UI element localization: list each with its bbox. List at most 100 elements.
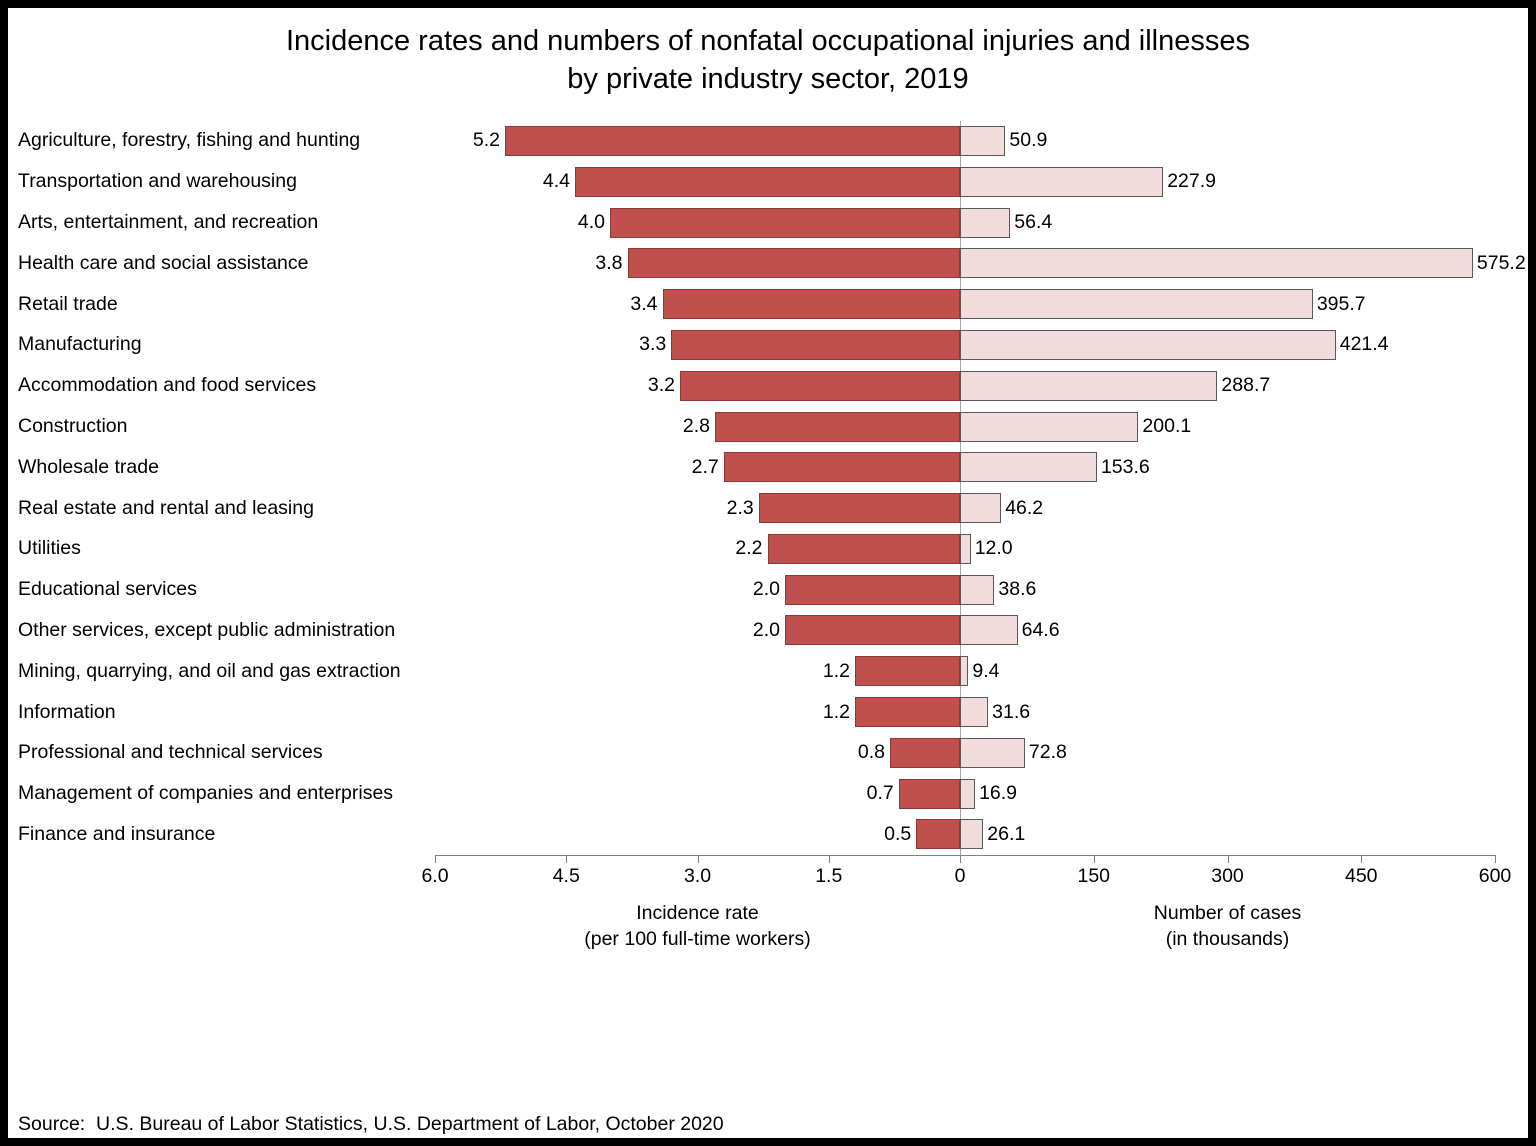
rate-bar [627,248,960,279]
axis-tick-label: 0 [954,864,966,887]
chart-row: Professional and technical services 0.8 72… [18,732,1528,773]
rate-bar [671,329,960,360]
cases-bar [960,329,1336,360]
source-note: Source: U.S. Bureau of Labor Statistics,… [18,1113,724,1135]
rate-bar-area: 0.7 [435,773,960,814]
cases-bar-area: 50.9 [960,121,1495,162]
chart-row: Information 1.2 31.6 [18,692,1528,733]
category-label: Educational services [18,578,197,601]
cases-bar [960,289,1313,320]
cases-bar-area: 227.9 [960,161,1495,202]
axis-tick-mark [1495,855,1496,863]
rate-value: 4.4 [542,170,570,193]
axis-tick-label: 600 [1478,864,1512,887]
rate-bar-area: 1.2 [435,651,960,692]
cases-bar-area: 153.6 [960,447,1495,488]
rate-value: 0.5 [884,822,912,845]
cases-value: 31.6 [992,700,1031,723]
rate-bar [785,574,960,605]
cases-bar-area: 38.6 [960,569,1495,610]
cases-bar-area: 16.9 [960,773,1495,814]
cases-value: 16.9 [979,782,1018,805]
chart-title: Incidence rates and numbers of nonfatal … [8,22,1528,99]
cases-bar [960,778,976,809]
rate-value: 3.2 [647,374,675,397]
axis-tick-label: 6.0 [421,864,449,887]
rate-bar [723,452,960,483]
category-label: Professional and technical services [18,741,323,764]
cases-value: 227.9 [1167,170,1217,193]
category-label: Transportation and warehousing [18,170,297,193]
rate-bar-area: 4.0 [435,202,960,243]
cases-value: 200.1 [1142,415,1192,437]
category-label: Accommodation and food services [18,374,317,397]
axis-tick-mark [435,855,436,863]
cases-bar [960,656,969,687]
rate-bar-area: 2.0 [435,610,960,651]
cases-value: 38.6 [998,578,1037,601]
cases-bar-area: 421.4 [960,325,1495,366]
chart-rows: Agriculture, forestry, fishing and hunti… [18,120,1528,855]
cases-bar-area: 26.1 [960,814,1495,855]
rate-bar-area: 2.3 [435,488,960,529]
cases-bar [960,819,984,850]
axis-tick-label: 3.0 [683,864,712,887]
cases-bar [960,737,1025,768]
axis-labels: Incidence rate (per 100 full-time worker… [435,900,1528,953]
rate-value: 2.0 [752,578,780,601]
rate-bar-area: 3.3 [435,325,960,366]
axis-tick-mark [566,855,568,863]
axis-tick-label: 1.5 [815,864,843,887]
category-label: Arts, entertainment, and recreation [18,211,319,234]
axis-tick-label: 300 [1211,864,1244,887]
rate-value: 1.2 [822,700,850,723]
axis-tick-label: 4.5 [552,864,580,887]
chart-row: Construction 2.8 200.1 [18,406,1528,447]
chart-row: Wholesale trade 2.7 153.6 [18,447,1528,488]
category-label: Utilities [18,537,81,560]
rate-bar [505,125,960,156]
rate-bar-area: 2.0 [435,569,960,610]
cases-bar-area: 64.6 [960,610,1495,651]
category-label: Real estate and rental and leasing [18,496,314,519]
cases-bar-area: 12.0 [960,529,1495,570]
cases-bar [960,125,1006,156]
chart-title-line1: Incidence rates and numbers of nonfatal … [285,25,1251,57]
chart-row: Management of companies and enterprises 0… [18,773,1528,814]
rate-bar-area: 3.4 [435,284,960,325]
cases-bar-area: 288.7 [960,365,1495,406]
cases-bar [960,615,1018,646]
cases-bar-area: 56.4 [960,202,1495,243]
chart-row: Retail trade 3.4 395.7 [18,284,1528,325]
cases-value: 9.4 [972,659,1000,682]
cases-bar [960,207,1011,238]
chart-row: Health care and social assistance 3.8 575.… [18,243,1528,284]
axis-tick-mark [1227,855,1229,863]
chart-canvas: Incidence rates and numbers of nonfatal … [8,8,1528,1138]
category-label: Information [18,700,116,723]
rate-bar [662,289,960,320]
cases-bar [960,411,1139,442]
chart-row: Accommodation and food services 3.2 288.7 [18,365,1528,406]
chart-row: Other services, except public administra… [18,610,1528,651]
rate-bar [785,615,960,646]
axis-tick-mark [960,855,961,863]
rate-bar [855,697,960,728]
cases-bar [960,574,995,605]
rate-bar [916,819,960,850]
axis-label-incidence-rate-line2: (per 100 full-time workers) [584,928,811,951]
category-label: Management of companies and enterprises [18,782,394,805]
category-label: Mining, quarrying, and oil and gas extra… [18,659,401,682]
cases-bar [960,533,971,564]
cases-value: 12.0 [974,537,1013,560]
rate-bar [855,656,960,687]
zero-axis-line [960,120,961,855]
rate-bar [715,411,960,442]
cases-bar-area: 31.6 [960,692,1495,733]
chart-row: Manufacturing 3.3 421.4 [18,325,1528,366]
chart-area: Agriculture, forestry, fishing and hunti… [18,120,1528,953]
chart-row: Mining, quarrying, and oil and gas extra… [18,651,1528,692]
category-label: Agriculture, forestry, fishing and hunti… [18,129,361,152]
cases-value: 288.7 [1221,374,1271,397]
rate-bar [767,533,960,564]
